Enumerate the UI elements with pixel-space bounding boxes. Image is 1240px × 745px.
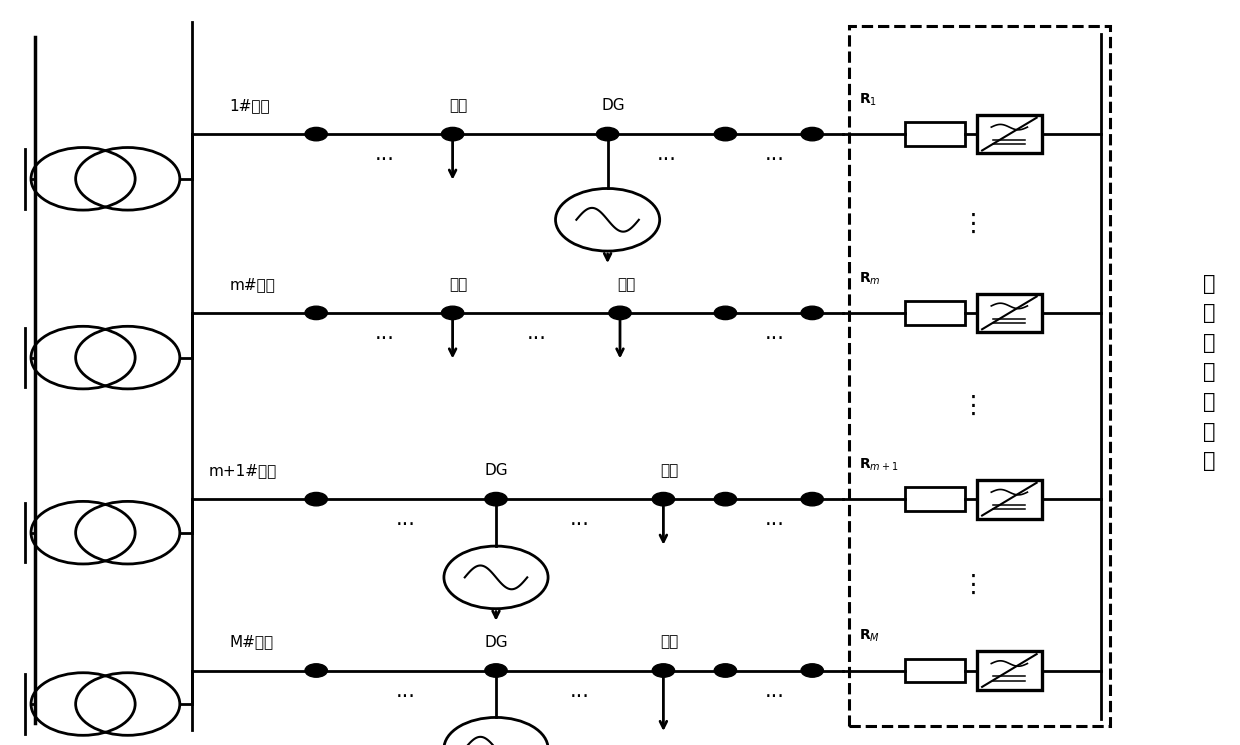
Text: 柔
性
多
状
态
开
关: 柔 性 多 状 态 开 关 bbox=[1203, 273, 1215, 472]
Text: 负荷: 负荷 bbox=[661, 635, 678, 650]
Text: ···: ··· bbox=[374, 150, 394, 170]
Circle shape bbox=[801, 492, 823, 506]
Text: R$_1$: R$_1$ bbox=[859, 92, 878, 108]
Text: DG: DG bbox=[484, 635, 508, 650]
Text: R$_{m+1}$: R$_{m+1}$ bbox=[859, 457, 899, 473]
Text: m+1#馈线: m+1#馈线 bbox=[208, 463, 277, 478]
Text: R$_m$: R$_m$ bbox=[859, 270, 880, 287]
Text: ···: ··· bbox=[569, 687, 590, 706]
Text: DG: DG bbox=[484, 463, 508, 478]
Circle shape bbox=[714, 492, 737, 506]
Text: 负荷: 负荷 bbox=[450, 277, 467, 292]
Circle shape bbox=[441, 127, 464, 141]
Bar bbox=[977, 115, 1042, 153]
Circle shape bbox=[652, 492, 675, 506]
Text: ⋮: ⋮ bbox=[961, 212, 986, 235]
Text: ···: ··· bbox=[765, 150, 785, 170]
Text: 负荷: 负荷 bbox=[450, 98, 467, 113]
Circle shape bbox=[801, 306, 823, 320]
Text: 负荷: 负荷 bbox=[661, 463, 678, 478]
Bar bbox=[905, 659, 965, 682]
Text: ···: ··· bbox=[656, 150, 677, 170]
Bar bbox=[905, 487, 965, 511]
Circle shape bbox=[801, 664, 823, 677]
Circle shape bbox=[596, 127, 619, 141]
Bar bbox=[849, 26, 1110, 726]
Text: M#馈线: M#馈线 bbox=[229, 635, 274, 650]
Circle shape bbox=[609, 306, 631, 320]
Text: ···: ··· bbox=[396, 687, 417, 706]
Text: ···: ··· bbox=[765, 516, 785, 535]
Circle shape bbox=[305, 306, 327, 320]
Circle shape bbox=[652, 664, 675, 677]
Text: ⋮: ⋮ bbox=[961, 394, 986, 418]
Text: ···: ··· bbox=[396, 516, 417, 535]
Circle shape bbox=[801, 127, 823, 141]
Bar bbox=[905, 122, 965, 146]
Bar bbox=[905, 301, 965, 325]
Text: ···: ··· bbox=[569, 516, 590, 535]
Text: ···: ··· bbox=[374, 329, 394, 349]
Circle shape bbox=[305, 492, 327, 506]
Bar bbox=[977, 294, 1042, 332]
Text: ···: ··· bbox=[526, 329, 547, 349]
Text: 1#馈线: 1#馈线 bbox=[229, 98, 270, 113]
Circle shape bbox=[485, 492, 507, 506]
Circle shape bbox=[714, 664, 737, 677]
Circle shape bbox=[441, 306, 464, 320]
Circle shape bbox=[485, 664, 507, 677]
Text: DG: DG bbox=[601, 98, 626, 113]
Circle shape bbox=[305, 127, 327, 141]
Circle shape bbox=[714, 306, 737, 320]
Circle shape bbox=[305, 664, 327, 677]
Text: ···: ··· bbox=[765, 329, 785, 349]
Text: ⋮: ⋮ bbox=[961, 573, 986, 597]
Text: 负荷: 负荷 bbox=[618, 277, 635, 292]
Text: m#馈线: m#馈线 bbox=[229, 277, 275, 292]
Text: ···: ··· bbox=[765, 687, 785, 706]
Circle shape bbox=[714, 127, 737, 141]
Bar bbox=[977, 480, 1042, 519]
Text: R$_M$: R$_M$ bbox=[859, 628, 880, 644]
Bar bbox=[977, 651, 1042, 690]
